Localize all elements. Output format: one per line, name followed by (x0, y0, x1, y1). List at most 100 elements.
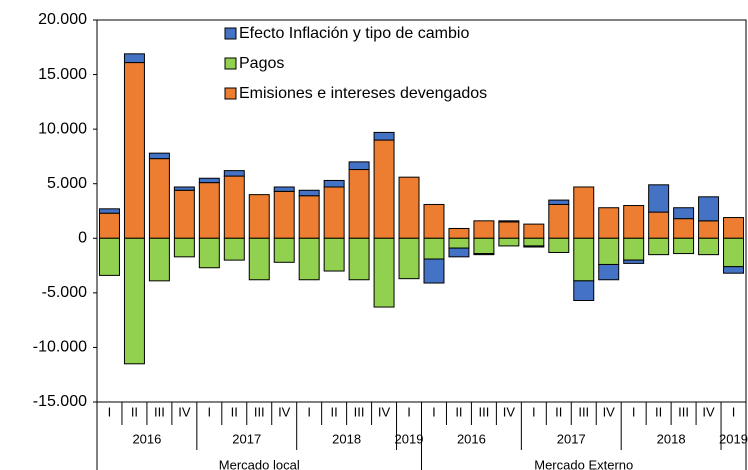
x-tick-label: II (131, 404, 138, 419)
x-tick-label: I (208, 404, 212, 419)
bar-segment (673, 237, 695, 255)
bar-segment (723, 237, 745, 268)
year-label: 2016 (457, 431, 486, 446)
bar-segment (198, 182, 220, 239)
legend-swatch (224, 57, 237, 70)
bar-segment (473, 237, 495, 255)
bar-segment (523, 223, 545, 239)
bar-segment (323, 186, 345, 239)
x-tick-label: I (108, 404, 112, 419)
bar-segment (648, 237, 670, 256)
bar-segment (248, 237, 270, 281)
bar-segment (173, 189, 195, 239)
bar-segment (298, 195, 320, 239)
bar-segment (98, 208, 120, 214)
bar-segment (723, 217, 745, 239)
bar-segment (123, 62, 145, 239)
bar-segment (423, 258, 445, 284)
x-tick-label: I (632, 404, 636, 419)
bar-segment (573, 186, 595, 239)
x-tick-label: I (432, 404, 436, 419)
year-label: 2018 (332, 431, 361, 446)
x-tick-label: III (254, 404, 265, 419)
bar-segment (348, 169, 370, 239)
bar-segment (648, 211, 670, 239)
x-tick-label: I (407, 404, 411, 419)
x-tick-label: II (331, 404, 338, 419)
group-label: Mercado local (219, 457, 300, 470)
bar-segment (248, 194, 270, 239)
bar-segment (223, 170, 245, 177)
bar-segment (298, 189, 320, 197)
y-tick-label: -15.000 (33, 393, 87, 410)
bar-segment (173, 186, 195, 191)
bar-segment (598, 263, 620, 281)
bar-segment (598, 207, 620, 239)
year-label: 2017 (232, 431, 261, 446)
bar-segment (273, 237, 295, 263)
y-tick-label: 15.000 (38, 66, 87, 83)
x-tick-label: IV (603, 404, 616, 419)
bar-segment (623, 205, 645, 239)
group-label: Mercado Externo (534, 457, 633, 470)
bar-segment (398, 237, 420, 280)
bar-segment (373, 131, 395, 141)
x-tick-label: IV (702, 404, 715, 419)
bar-segment (498, 220, 520, 223)
y-tick-label: 20.000 (38, 11, 87, 28)
bar-segment (398, 176, 420, 239)
bar-segment (698, 220, 720, 239)
bar-segment (523, 245, 545, 248)
bar-segment (723, 266, 745, 274)
legend-swatch (224, 87, 237, 100)
x-tick-label: IV (278, 404, 291, 419)
bar-segment (623, 237, 645, 261)
x-tick-label: III (578, 404, 589, 419)
bar-segment (623, 259, 645, 264)
legend-swatch (224, 27, 237, 40)
bar-segment (498, 237, 520, 247)
x-tick-label: II (455, 404, 462, 419)
bar-segment (698, 196, 720, 222)
bar-segment (348, 161, 370, 171)
legend-label: Emisiones e intereses devengados (239, 85, 487, 102)
x-tick-label: III (154, 404, 165, 419)
bar-segment (573, 237, 595, 282)
bar-segment (573, 280, 595, 301)
bar-segment (98, 237, 120, 276)
y-tick-label: 0 (78, 230, 87, 247)
year-label: 2019 (719, 431, 748, 446)
bar-segment (198, 237, 220, 269)
x-tick-label: IV (178, 404, 191, 419)
bar-segment (598, 237, 620, 265)
x-tick-label: II (231, 404, 238, 419)
bar-segment (448, 237, 470, 249)
bar-segment (348, 237, 370, 281)
bar-segment (673, 207, 695, 220)
bar-segment (273, 190, 295, 239)
x-tick-label: II (655, 404, 662, 419)
bar-segment (423, 203, 445, 239)
bar-segment (273, 186, 295, 192)
year-label: 2019 (395, 431, 424, 446)
y-tick-label: 10.000 (38, 120, 87, 137)
bar-segment (123, 53, 145, 64)
bar-segment (223, 175, 245, 239)
bar-segment (198, 177, 220, 184)
bar-segment (373, 139, 395, 239)
bar-segment (448, 247, 470, 258)
bar-segment (148, 237, 170, 282)
bar-segment (173, 237, 195, 258)
bar-segment (473, 220, 495, 239)
x-tick-label: III (354, 404, 365, 419)
bar-segment (673, 218, 695, 239)
x-tick-label: II (555, 404, 562, 419)
legend-label: Pagos (239, 55, 284, 72)
bar-segment (423, 237, 445, 260)
bar-segment (523, 237, 545, 247)
bar-segment (148, 158, 170, 239)
bar-segment (148, 152, 170, 160)
bar-segment (698, 237, 720, 256)
bar-segment (323, 179, 345, 188)
